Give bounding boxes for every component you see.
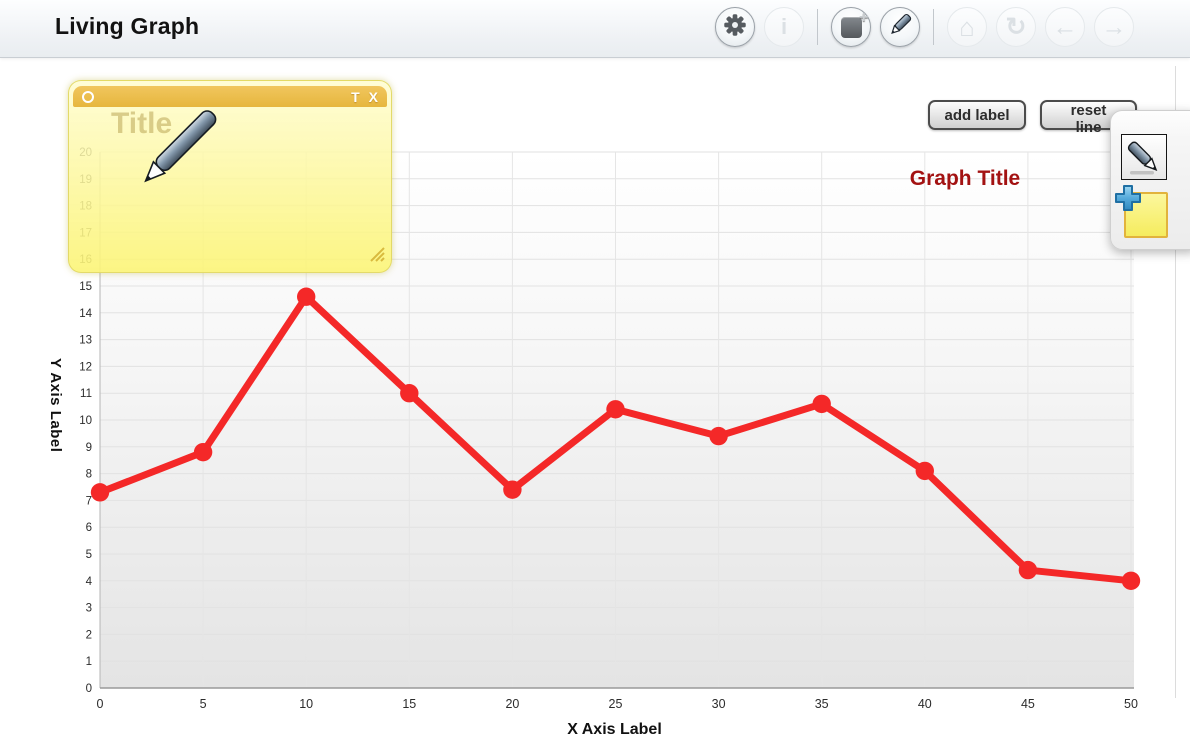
arrow-left-icon: ← (1052, 12, 1078, 41)
app-title: Living Graph (55, 13, 200, 39)
x-tick-label: 50 (1124, 697, 1138, 711)
refresh-button[interactable]: ↻ (996, 7, 1036, 47)
note-pencil-icon (121, 87, 241, 212)
data-point[interactable] (606, 400, 625, 419)
x-tick-label: 0 (97, 697, 104, 711)
x-tick-label: 45 (1021, 697, 1035, 711)
y-tick-label: 0 (86, 683, 92, 695)
edit-pencil-button[interactable] (880, 7, 920, 47)
pencil-tool-icon (1122, 141, 1165, 182)
y-tick-label: 13 (79, 335, 92, 347)
note-close-button[interactable]: X (368, 88, 378, 105)
y-tick-label: 2 (86, 629, 92, 641)
back-button[interactable]: ← (1045, 7, 1085, 47)
data-point[interactable] (503, 480, 522, 499)
app-header: Living Graph i (0, 0, 1190, 58)
y-tick-label: 3 (86, 603, 92, 615)
y-tick-label: 4 (86, 576, 93, 588)
y-tick-label: 11 (80, 388, 92, 400)
content-edge-line (1175, 66, 1176, 698)
data-point[interactable] (915, 461, 934, 481)
note-resize-handle[interactable] (367, 246, 385, 267)
x-tick-label: 5 (200, 697, 207, 711)
data-point[interactable] (1121, 571, 1141, 590)
x-tick-label: 30 (712, 697, 726, 711)
x-tick-label: 40 (918, 697, 932, 711)
toolbar-divider (817, 9, 818, 45)
y-tick-label: 14 (79, 308, 92, 320)
note-title-placeholder[interactable]: Title (111, 107, 173, 140)
y-tick-label: 7 (86, 495, 92, 507)
x-axis-label: X Axis Label (567, 721, 662, 738)
plus-icon (1114, 184, 1142, 217)
data-point[interactable] (193, 442, 213, 462)
note-tool-button[interactable] (1115, 185, 1168, 238)
y-tick-label: 10 (79, 415, 92, 427)
pencil-icon (887, 11, 914, 43)
y-tick-label: 6 (86, 522, 92, 534)
toolbar: i + (715, 7, 1134, 47)
sticky-note-header[interactable]: T X (73, 86, 387, 107)
data-point[interactable] (400, 384, 419, 403)
x-tick-label: 35 (815, 697, 829, 711)
settings-button[interactable] (715, 7, 755, 47)
y-tick-label: 9 (86, 442, 92, 454)
add-note-button[interactable]: + (831, 7, 871, 47)
tool-panel (1110, 110, 1190, 250)
data-point[interactable] (812, 394, 831, 414)
data-point[interactable] (90, 483, 110, 502)
forward-button[interactable]: → (1094, 7, 1134, 47)
note-collapse-icon[interactable] (82, 90, 94, 103)
y-tick-label: 15 (79, 281, 92, 293)
gear-icon (722, 12, 748, 43)
pencil-tool-button[interactable] (1121, 134, 1167, 180)
data-point[interactable] (1018, 560, 1038, 580)
arrow-right-icon: → (1101, 12, 1127, 41)
x-tick-label: 10 (299, 697, 313, 711)
home-icon: ⌂ (959, 12, 975, 42)
toolbar-divider (933, 9, 934, 45)
info-icon: i (780, 14, 788, 39)
sticky-note[interactable]: T X Title (68, 80, 392, 273)
info-button[interactable]: i (764, 7, 804, 47)
add-label-button[interactable]: add label (928, 100, 1026, 130)
refresh-icon: ↻ (1005, 12, 1027, 41)
data-point[interactable] (709, 426, 728, 446)
note-text-tool-button[interactable]: T (351, 88, 360, 105)
y-tick-label: 5 (86, 549, 92, 561)
y-tick-label: 1 (86, 656, 92, 668)
x-tick-label: 20 (505, 697, 519, 711)
home-button[interactable]: ⌂ (947, 7, 987, 47)
graph-title[interactable]: Graph Title (909, 167, 1021, 190)
graph-canvas-area: 0123456789101112131415161718192005101520… (0, 58, 1190, 751)
x-tick-label: 25 (609, 697, 623, 711)
y-axis-label: Y Axis Label (47, 358, 64, 453)
add-note-icon: + (840, 9, 869, 38)
y-tick-label: 8 (86, 469, 92, 481)
x-tick-label: 15 (402, 697, 416, 711)
data-point[interactable] (297, 287, 316, 306)
y-tick-label: 12 (79, 361, 92, 373)
